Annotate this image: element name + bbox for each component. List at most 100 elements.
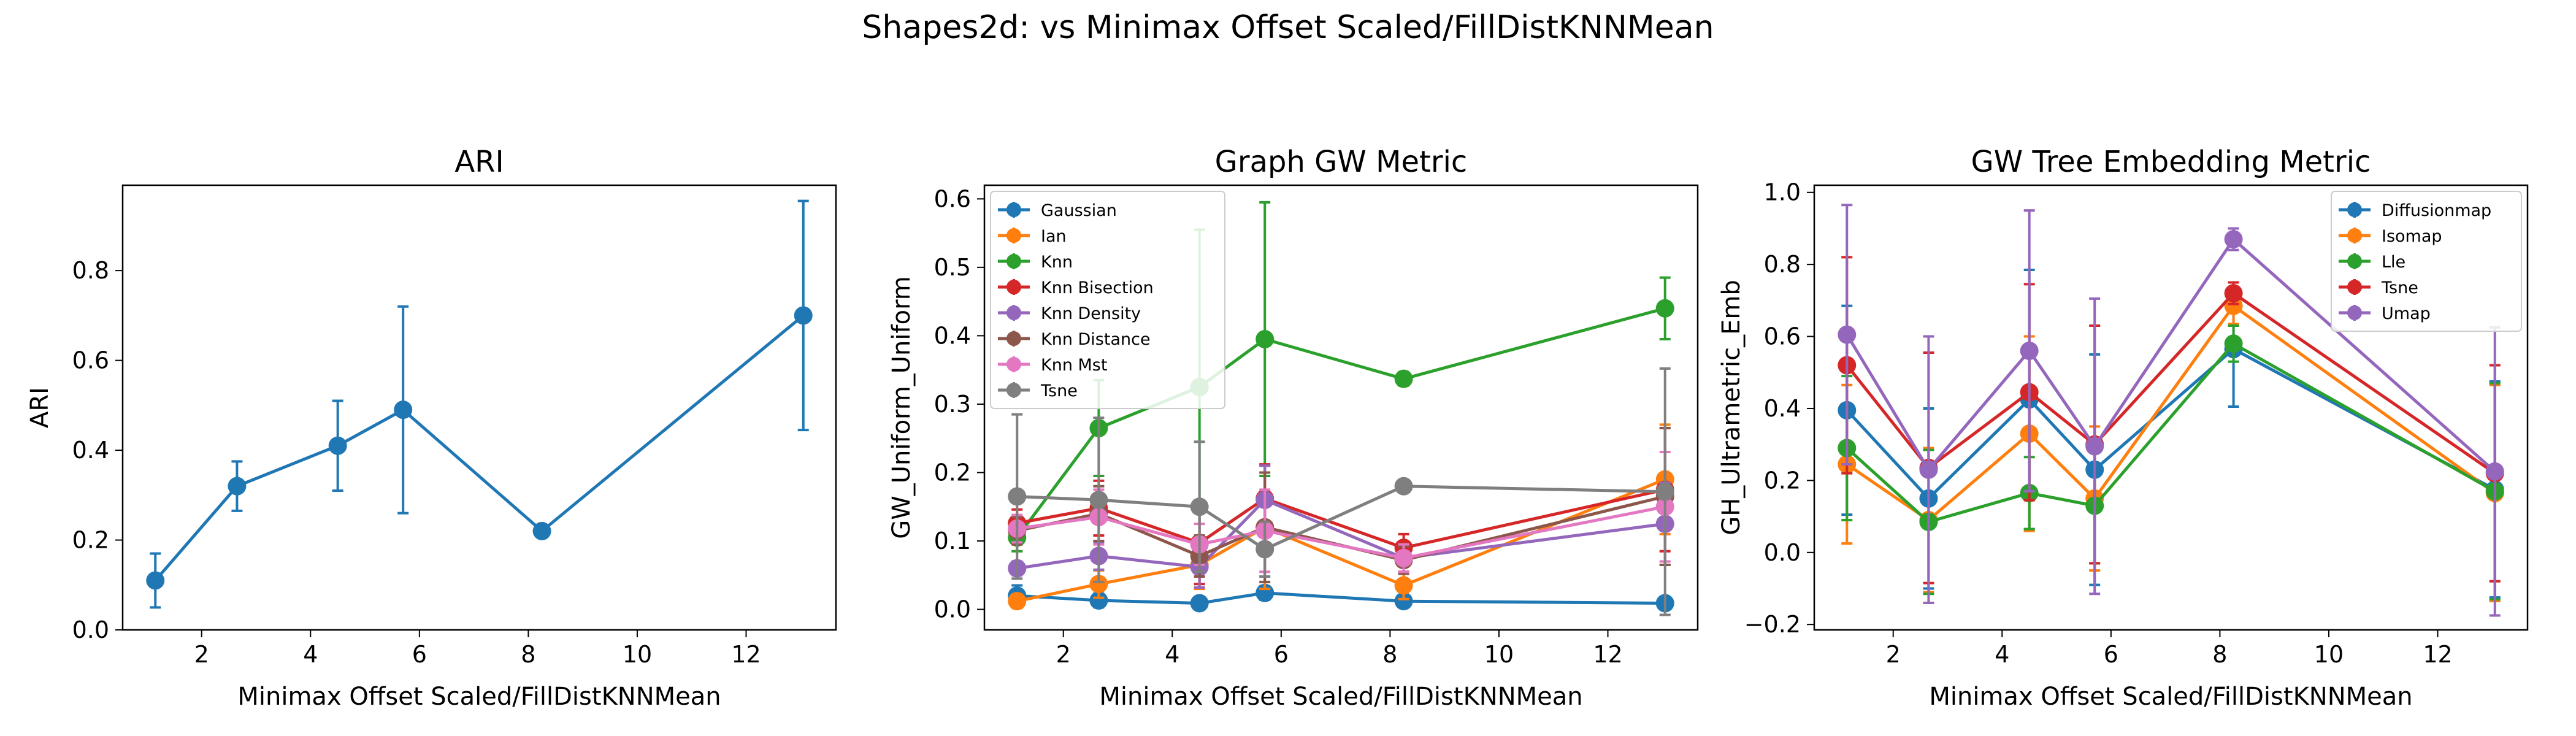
series-line	[1016, 505, 1666, 560]
plot-area	[146, 199, 813, 609]
y-tick-label: 0.8	[1764, 251, 1801, 278]
x-tick-label: 2	[1886, 641, 1901, 668]
legend-label: Ian	[1041, 227, 1067, 246]
series-line	[1016, 498, 1666, 570]
legend-marker	[2347, 305, 2362, 320]
x-tick-label: 4	[1165, 641, 1179, 668]
data-point	[1190, 497, 1209, 516]
subplot-title: Graph GW Metric	[1215, 145, 1468, 179]
data-point	[2224, 296, 2243, 315]
y-tick-label: 0.5	[934, 254, 971, 281]
data-point	[2085, 437, 2104, 456]
legend-marker	[1006, 305, 1021, 320]
data-point	[1655, 299, 1674, 318]
subplot-2: Graph GW Metric Minimax Offset Scaled/Fil…	[887, 145, 1699, 711]
y-tick-label: −0.2	[1744, 611, 1801, 638]
legend-label: Diffusionmap	[2382, 201, 2491, 220]
data-point	[2224, 334, 2243, 353]
legend-label: Tsne	[1040, 381, 1078, 401]
x-tick-label: 2	[1056, 641, 1071, 668]
data-point	[2485, 462, 2504, 481]
axes-frame	[1813, 184, 2529, 631]
y-tick-label: 0.2	[934, 459, 971, 486]
legend-marker	[2347, 228, 2362, 243]
y-axis-label: GW_Uniform_Uniform	[887, 276, 916, 539]
data-point	[2224, 284, 2243, 303]
x-tick-label: 6	[1274, 641, 1289, 668]
legend-marker	[2347, 254, 2362, 269]
series-1	[146, 199, 813, 609]
series-tsne	[1008, 367, 1674, 616]
data-point	[1394, 548, 1413, 567]
y-tick-label: 0.0	[934, 596, 971, 623]
x-axis-label: Minimax Offset Scaled/FillDistKNNMean	[237, 683, 721, 711]
series-line	[1846, 291, 2496, 475]
data-point	[228, 477, 247, 496]
y-tick-label: 0.4	[934, 322, 971, 349]
x-tick-label: 6	[412, 641, 427, 668]
legend-label: Knn Bisection	[1041, 278, 1154, 297]
legend: Gaussian Ian Knn Knn Bisection Knn Density Kn…	[990, 191, 1225, 409]
legend-label: Knn Distance	[1041, 330, 1151, 349]
x-tick-label: 10	[623, 641, 652, 668]
data-point	[2224, 230, 2243, 249]
legend-marker	[1006, 254, 1021, 269]
legend-marker	[1006, 357, 1021, 372]
data-point	[794, 306, 813, 325]
subplot-1: ARI Minimax Offset Scaled/FillDistKNNMean…	[26, 145, 837, 711]
data-point	[146, 571, 165, 590]
y-tick-label: 0.6	[1764, 323, 1801, 350]
legend-label: Knn	[1041, 253, 1073, 272]
legend-marker	[1006, 331, 1021, 346]
x-tick-label: 8	[521, 641, 535, 668]
subplot-title: GW Tree Embedding Metric	[1971, 145, 2371, 179]
subplot-3: GW Tree Embedding Metric Minimax Offset S…	[1717, 145, 2529, 711]
legend-box	[990, 191, 1225, 409]
series-line	[1846, 342, 2496, 524]
x-tick-label: 12	[1593, 641, 1622, 668]
series-line	[154, 314, 805, 582]
y-tick-label: 0.1	[934, 527, 971, 554]
legend-marker	[1006, 202, 1021, 217]
subplot-title: ARI	[454, 145, 504, 179]
y-tick-label: 1.0	[1764, 179, 1801, 206]
legend-marker	[1006, 228, 1021, 243]
legend-label: Isomap	[2382, 227, 2442, 246]
data-point	[328, 436, 347, 455]
x-axis-label: Minimax Offset Scaled/FillDistKNNMean	[1929, 683, 2412, 711]
legend-marker	[2347, 280, 2362, 294]
y-tick-label: 0.0	[72, 616, 109, 643]
y-tick-label: 0.3	[934, 391, 971, 418]
y-tick-label: 0.0	[1764, 539, 1801, 566]
data-point	[394, 401, 413, 420]
data-point	[1255, 329, 1275, 348]
y-tick-label: 0.8	[72, 257, 109, 284]
x-tick-label: 4	[303, 641, 318, 668]
legend-label: Knn Density	[1041, 304, 1141, 323]
data-point	[1190, 594, 1209, 613]
y-tick-label: 0.2	[1764, 467, 1801, 494]
data-point	[1394, 369, 1413, 388]
data-point	[1008, 592, 1027, 611]
x-tick-label: 10	[1484, 641, 1514, 668]
series-line	[1017, 485, 1665, 551]
axes-frame	[983, 184, 1699, 631]
data-point	[1255, 540, 1275, 559]
data-point	[2020, 342, 2039, 361]
data-point	[532, 521, 551, 540]
data-point	[1089, 491, 1108, 510]
y-tick-label: 0.2	[72, 527, 109, 554]
legend-box	[2331, 191, 2522, 332]
x-axis-label: Minimax Offset Scaled/FillDistKNNMean	[1099, 683, 1582, 711]
legend-marker	[1006, 280, 1021, 294]
legend-label: Umap	[2382, 304, 2431, 323]
x-tick-label: 12	[731, 641, 761, 668]
data-point	[1089, 591, 1108, 610]
legend-label: Tsne	[2381, 278, 2418, 297]
data-point	[1655, 482, 1674, 501]
y-axis-label: GH_Ultrametric_Emb	[1717, 280, 1746, 535]
data-point	[1919, 460, 1938, 479]
data-point	[1394, 477, 1413, 496]
x-tick-label: 8	[2212, 641, 2227, 668]
